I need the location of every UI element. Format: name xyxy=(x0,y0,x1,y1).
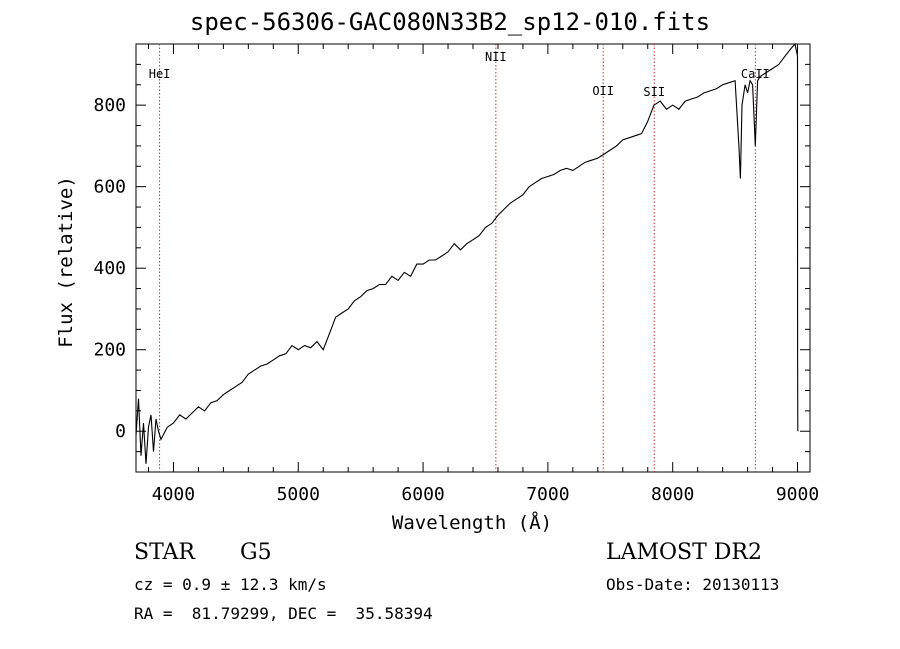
x-tick-label: 7000 xyxy=(526,484,569,505)
line-label-sii: SII xyxy=(643,85,665,99)
x-tick-label: 9000 xyxy=(776,484,819,505)
y-tick-label: 800 xyxy=(93,95,126,116)
plot-frame xyxy=(135,43,811,473)
chart-title: spec-56306-GAC080N33B2_sp12-010.fits xyxy=(189,8,711,36)
survey-label: LAMOST DR2 xyxy=(606,540,762,565)
line-label-hei: HeI xyxy=(149,67,171,81)
line-label-nii: NII xyxy=(485,50,507,64)
line-label-caii: CaII xyxy=(741,67,770,81)
x-axis-label: Wavelength (Å) xyxy=(392,511,552,534)
x-tick-label: 5000 xyxy=(277,484,320,505)
y-tick-label: 0 xyxy=(115,421,126,442)
redshift-line: cz = 0.9 ± 12.3 km/s xyxy=(134,575,327,594)
y-tick-label: 400 xyxy=(93,258,126,279)
subclass-label: G5 xyxy=(240,540,272,565)
ra-dec-line: RA = 81.79299, DEC = 35.58394 xyxy=(134,604,433,623)
x-tick-label: 8000 xyxy=(651,484,694,505)
y-tick-label: 200 xyxy=(93,340,126,361)
y-axis-label: Flux (relative) xyxy=(55,176,77,348)
spectrum-series-line xyxy=(135,42,799,464)
y-tick-label: 600 xyxy=(93,177,126,198)
obs-date-line: Obs-Date: 20130113 xyxy=(606,575,780,594)
x-tick-label: 4000 xyxy=(152,484,195,505)
x-tick-label: 6000 xyxy=(401,484,444,505)
line-label-oii: OII xyxy=(592,84,614,98)
class-label: STAR xyxy=(134,540,195,565)
